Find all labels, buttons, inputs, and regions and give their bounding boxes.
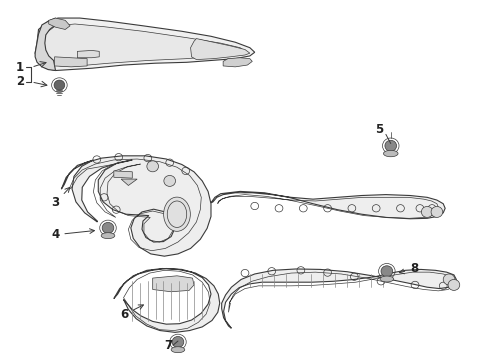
Polygon shape <box>54 57 87 67</box>
Text: 2: 2 <box>16 75 24 89</box>
Ellipse shape <box>380 276 393 282</box>
Text: 8: 8 <box>399 262 418 275</box>
Ellipse shape <box>101 233 115 239</box>
Text: 5: 5 <box>375 123 383 136</box>
Circle shape <box>102 222 114 233</box>
Ellipse shape <box>384 150 398 157</box>
Circle shape <box>164 175 175 186</box>
Polygon shape <box>35 18 55 71</box>
Text: 6: 6 <box>120 305 144 321</box>
Circle shape <box>431 206 443 217</box>
Circle shape <box>381 266 392 277</box>
Text: 4: 4 <box>51 228 95 241</box>
Polygon shape <box>49 18 70 30</box>
Polygon shape <box>114 171 132 178</box>
Polygon shape <box>153 276 194 292</box>
Circle shape <box>443 274 455 285</box>
Polygon shape <box>42 24 245 66</box>
Polygon shape <box>35 18 255 71</box>
Circle shape <box>54 80 65 90</box>
Ellipse shape <box>171 347 185 353</box>
Text: 7: 7 <box>164 339 172 352</box>
Circle shape <box>448 279 460 291</box>
Polygon shape <box>221 269 456 328</box>
Ellipse shape <box>164 197 190 231</box>
Circle shape <box>421 206 433 217</box>
Text: 1: 1 <box>16 61 24 74</box>
Polygon shape <box>121 179 137 185</box>
Polygon shape <box>77 50 99 58</box>
Circle shape <box>385 140 396 151</box>
Polygon shape <box>114 269 220 332</box>
Circle shape <box>172 337 184 347</box>
Text: 3: 3 <box>51 187 70 209</box>
Polygon shape <box>61 156 211 256</box>
Circle shape <box>147 161 159 172</box>
Polygon shape <box>211 192 445 219</box>
Polygon shape <box>191 39 250 59</box>
Polygon shape <box>223 58 252 67</box>
